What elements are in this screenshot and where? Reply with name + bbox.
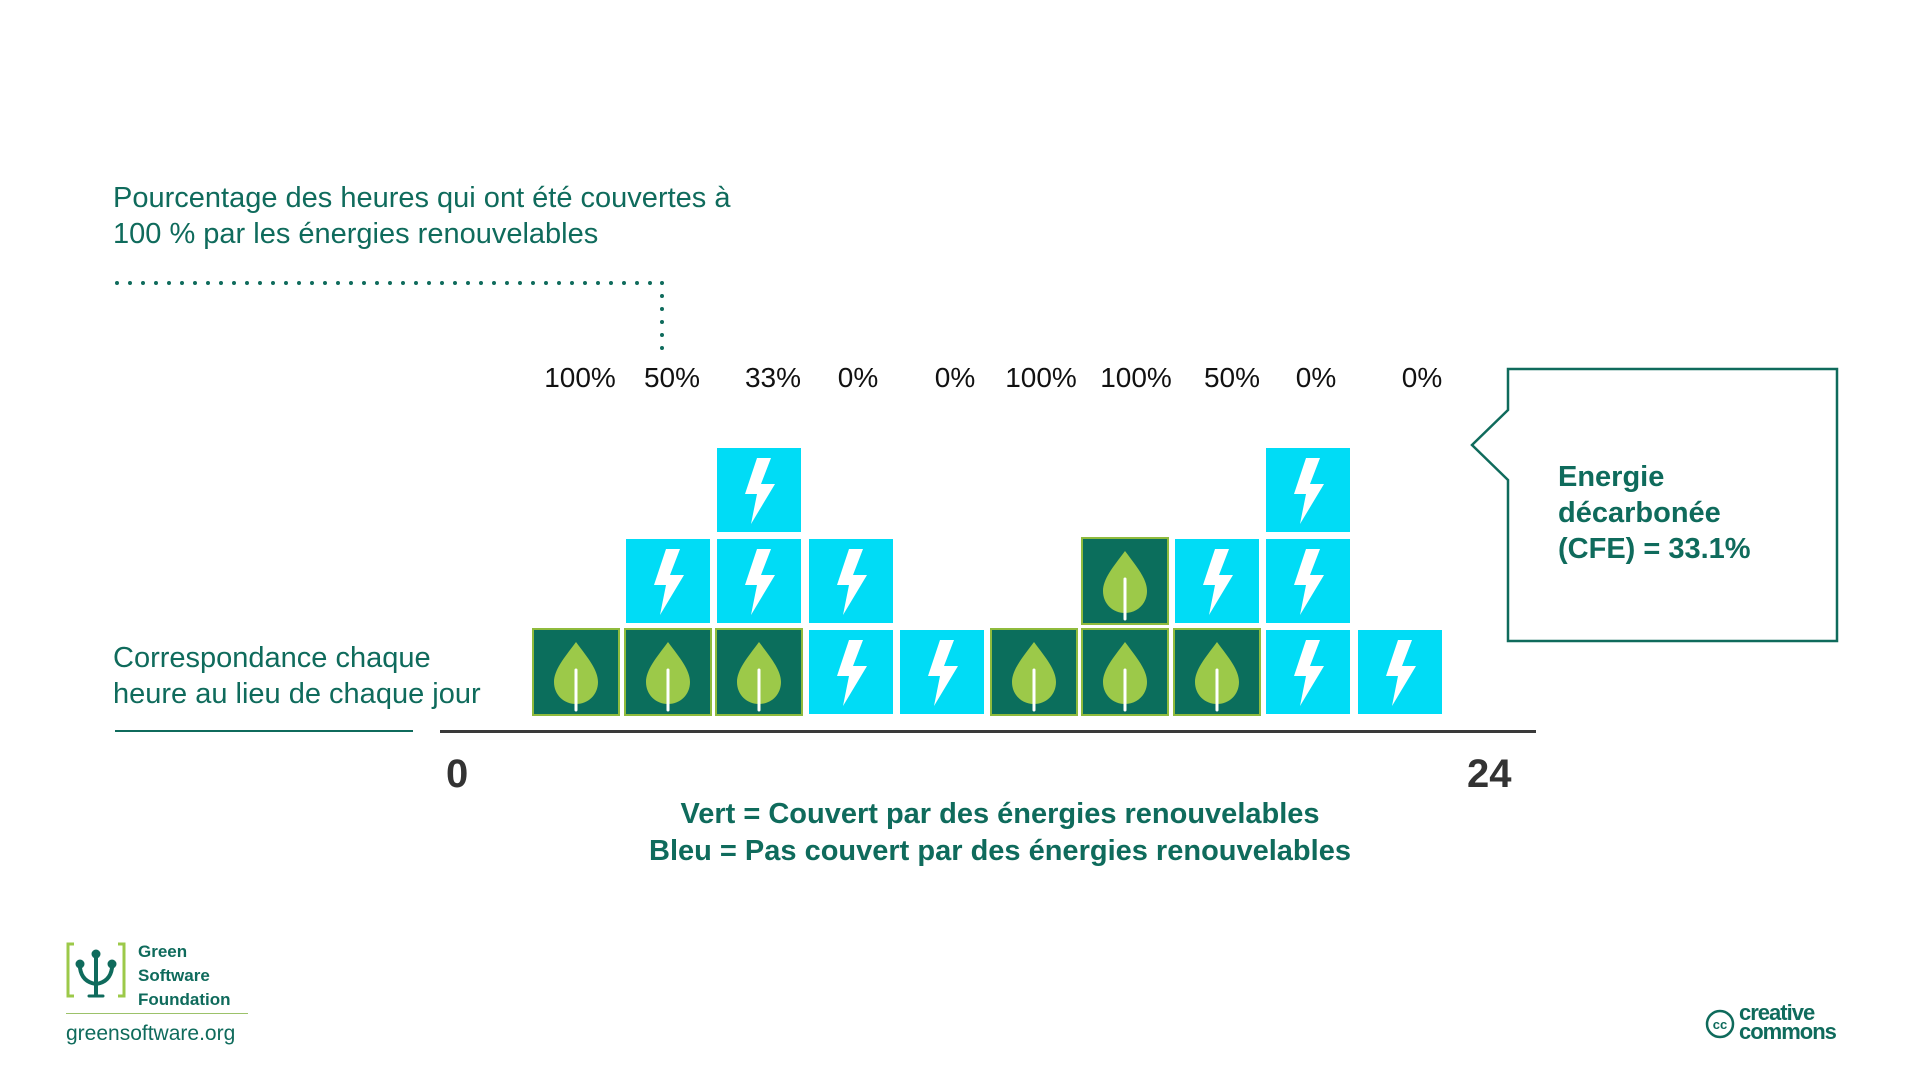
callout-line3: (CFE) = 33.1% <box>1558 533 1751 565</box>
cc-line1: creative <box>1739 1000 1815 1025</box>
top-note: Pourcentage des heures qui ont été couve… <box>113 180 833 252</box>
non-renewable-hour-block <box>898 628 986 716</box>
non-renewable-hour-block <box>1264 446 1352 534</box>
leaf-icon <box>1103 642 1147 712</box>
top-note-line2: 100 % par les énergies renouvelables <box>113 218 599 250</box>
color-legend: Vert = Couvert par des énergies renouvel… <box>500 796 1500 870</box>
cc-line2: commons <box>1739 1019 1837 1044</box>
dotted-leader-line <box>115 281 664 357</box>
org-line3: Foundation <box>138 990 231 1009</box>
lightning-icon <box>653 549 684 615</box>
renewable-hour-block <box>715 628 803 716</box>
lightning-icon <box>928 640 958 706</box>
lightning-icon <box>1385 640 1416 706</box>
percentage-label: 0% <box>1295 362 1337 393</box>
callout-line1: Energie <box>1558 461 1665 493</box>
top-note-line1: Pourcentage des heures qui ont été couve… <box>113 182 731 214</box>
cc-badge-text: cc <box>1713 1017 1727 1032</box>
non-renewable-hour-block <box>715 537 803 625</box>
lightning-icon <box>836 549 867 615</box>
percentage-label: 0% <box>1401 362 1443 393</box>
green-software-foundation-logo-icon <box>66 942 126 998</box>
callout-line2: décarbonée <box>1558 497 1721 529</box>
non-renewable-hour-block <box>1264 537 1352 625</box>
side-note: Correspondance chaque heure au lieu de c… <box>113 640 533 712</box>
percentage-label: 100% <box>1100 362 1172 393</box>
organization-url: greensoftware.org <box>66 1022 236 1045</box>
lightning-icon <box>1202 549 1233 615</box>
leaf-icon <box>1194 642 1239 712</box>
axis-start-label: 0 <box>446 752 469 796</box>
percentage-label: 100% <box>544 362 616 393</box>
non-renewable-hour-block <box>806 628 895 716</box>
lightning-icon <box>836 640 867 706</box>
non-renewable-hour-block <box>623 537 712 625</box>
renewable-hour-block <box>1081 537 1169 625</box>
percentage-label: 100% <box>1005 362 1077 393</box>
time-axis-line <box>440 730 1536 733</box>
renewable-hour-block <box>1081 628 1169 716</box>
legend-green: Vert = Couvert par des énergies renouvel… <box>680 798 1320 830</box>
org-line1: Green <box>138 942 188 961</box>
percentage-label: 0% <box>837 362 879 393</box>
lightning-icon <box>745 549 775 615</box>
percentage-label: 0% <box>934 362 976 393</box>
callout-text: Energie décarbonée (CFE) = 33.1% <box>1558 459 1798 567</box>
cc-badge-icon: cc <box>1705 1009 1735 1039</box>
axis-end-label: 24 <box>1467 752 1512 796</box>
renewable-hour-block <box>623 628 712 716</box>
lightning-icon <box>1294 640 1324 706</box>
footer-divider <box>66 1013 248 1014</box>
percentage-label: 33% <box>744 362 802 393</box>
leaf-icon <box>554 642 598 712</box>
lightning-icon <box>745 458 775 524</box>
callout-box <box>1470 367 1839 643</box>
percentage-label: 50% <box>643 362 701 393</box>
leaf-icon <box>1103 551 1147 621</box>
org-line2: Software <box>138 966 210 985</box>
non-renewable-hour-block <box>1355 628 1444 716</box>
renewable-hour-block <box>1172 628 1261 716</box>
non-renewable-hour-block <box>806 537 895 625</box>
leaf-icon <box>737 642 781 712</box>
leaf-icon <box>1011 642 1056 712</box>
renewable-hour-block <box>989 628 1078 716</box>
cc-wordmark: creative commons <box>1739 1000 1837 1044</box>
renewable-hour-block <box>532 628 620 716</box>
side-note-underline <box>115 730 413 732</box>
legend-blue: Bleu = Pas couvert par des énergies reno… <box>649 835 1351 867</box>
organization-name: Green Software Foundation <box>138 940 231 1012</box>
lightning-icon <box>1294 458 1324 524</box>
lightning-icon <box>1294 549 1324 615</box>
side-note-line2: heure au lieu de chaque jour <box>113 678 481 710</box>
side-note-line1: Correspondance chaque <box>113 642 431 674</box>
percentage-label: 50% <box>1203 362 1261 393</box>
leaf-icon <box>645 642 690 712</box>
non-renewable-hour-block <box>715 446 803 534</box>
percentage-row: 100% 50% 33% 0% 0% 100% 100% 50% 0% 0% <box>0 362 1920 402</box>
non-renewable-hour-block <box>1172 537 1261 625</box>
non-renewable-hour-block <box>1264 628 1352 716</box>
